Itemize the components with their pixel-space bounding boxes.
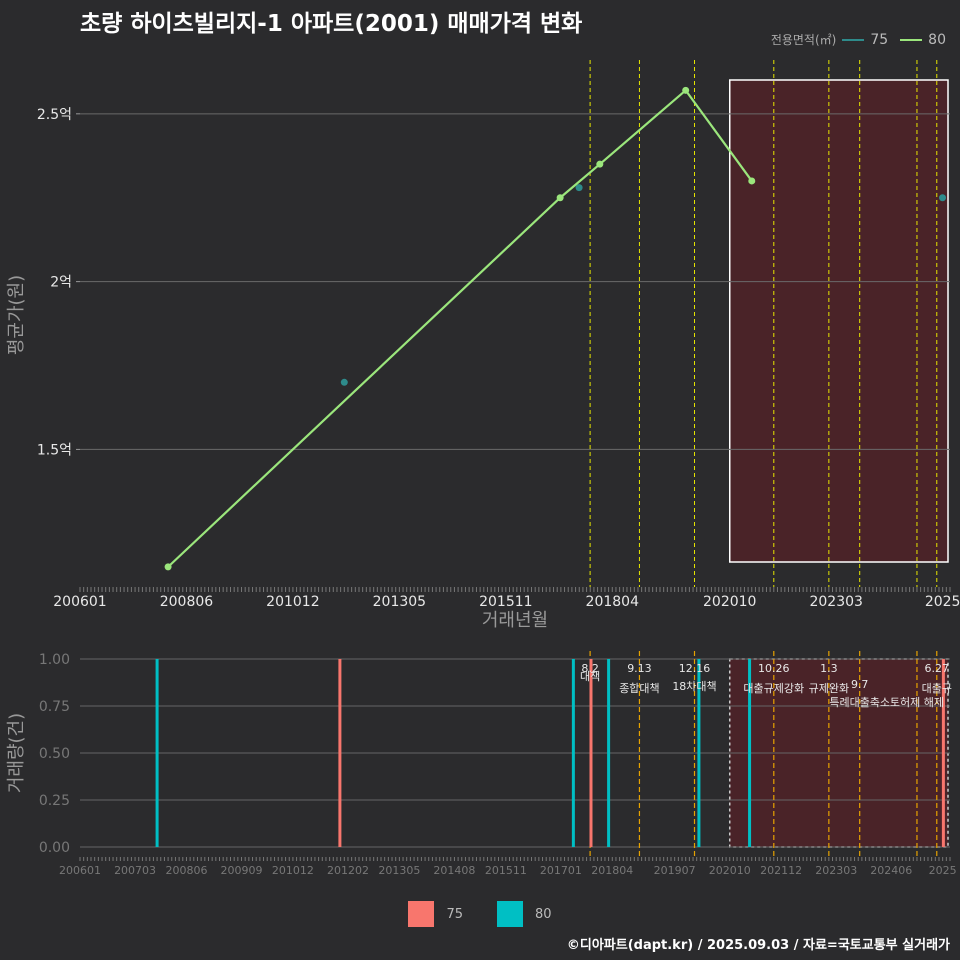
x-tick-label: 200601	[53, 594, 106, 610]
x-tick-label: 202010	[709, 864, 751, 877]
x-tick-label: 2025	[925, 594, 960, 610]
credit-text: ©디아파트(dapt.kr) / 2025.09.03 / 자료=국토교통부 실…	[566, 938, 950, 953]
x-tick-label: 200806	[165, 864, 207, 877]
x-tick-label: 201012	[272, 864, 314, 877]
x-tick-label: 201804	[591, 864, 633, 877]
data-point-80	[748, 177, 756, 185]
x-tick-label: 200703	[114, 864, 156, 877]
policy-label: 규제완화	[809, 682, 849, 695]
policy-date: 12.16	[679, 662, 711, 675]
x-tick-label: 201804	[586, 594, 640, 610]
y-tick-label: 2.5억	[37, 107, 72, 123]
policy-label: 종합대책	[619, 682, 659, 695]
x-tick-label: 201701	[540, 864, 582, 877]
policy-date: 8.2	[581, 662, 599, 675]
y-tick-label: 1.5억	[37, 442, 72, 458]
policy-label: 토허제 해제	[890, 695, 944, 709]
bar-80	[607, 659, 611, 847]
x-tick-label: 202406	[870, 864, 912, 877]
page-title: 초량 하이츠빌리지-1 아파트(2001) 매매가격 변화	[80, 11, 583, 37]
policy-date: 6.27	[925, 662, 950, 675]
legend-label-80: 80	[928, 31, 946, 48]
x-tick-label: 200806	[160, 594, 214, 610]
legend-label-75: 75	[870, 31, 889, 48]
bar-75	[589, 659, 593, 847]
bar-legend-swatch-75	[408, 901, 435, 927]
bar-legend-label-80: 80	[535, 906, 552, 922]
y-tick-label: 0.50	[39, 746, 70, 762]
x-tick-label: 201305	[373, 594, 426, 610]
x-tick-label: 202010	[703, 594, 756, 610]
x-axis-title: 거래년월	[482, 610, 548, 631]
bar-80	[697, 659, 701, 847]
x-tick-label: 2025	[929, 864, 957, 877]
y-axis-title: 거래량(건)	[6, 713, 27, 793]
data-point-80	[596, 160, 604, 168]
bar-legend-swatch-80	[497, 901, 523, 927]
x-tick-label: 201202	[327, 864, 369, 877]
series-line-80	[167, 88, 753, 568]
policy-date: 9.13	[627, 662, 652, 675]
y-axis-title: 평균가(원)	[6, 275, 27, 355]
data-point-80	[682, 86, 690, 94]
policy-label: 대출규	[922, 682, 952, 695]
y-tick-label: 1.00	[39, 652, 70, 668]
highlight-box	[728, 79, 949, 563]
line-legend: 전용면적(㎡) 75 80	[771, 31, 952, 48]
policy-date: 10.26	[758, 662, 790, 675]
x-tick-label: 202112	[760, 864, 802, 877]
data-point-75	[340, 378, 348, 386]
price-chart: 1.5억 2억 2.5억 200601 200806 201012 201305 201511…	[6, 60, 960, 631]
data-point-75	[575, 184, 583, 192]
data-point-80	[164, 563, 172, 571]
policy-date: 9.7	[851, 678, 869, 691]
data-point-75	[939, 194, 947, 202]
y-tick-label: 0.25	[39, 793, 70, 809]
bar-80	[748, 659, 752, 847]
legend-swatch-75	[842, 38, 865, 41]
policy-label: 대출규제강화	[743, 682, 804, 695]
x-tick-label: 201408	[433, 864, 475, 877]
policy-label: 특례대출축소	[829, 696, 890, 709]
x-tick-label: 202303	[809, 594, 862, 610]
x-tick-label: 201511	[479, 594, 532, 610]
x-tick-label: 200601	[59, 864, 101, 877]
x-tick-label: 201907	[654, 864, 696, 877]
y-tick-label: 2억	[50, 275, 72, 291]
y-tick-label: 0.75	[39, 699, 70, 715]
bar-75	[338, 659, 342, 847]
x-tick-label: 201511	[485, 864, 527, 877]
bar-legend-label-75: 75	[446, 906, 463, 922]
bar-80	[155, 659, 159, 847]
legend-swatch-80	[900, 38, 923, 41]
data-point-80	[556, 194, 564, 202]
bar-80	[571, 659, 575, 847]
volume-chart: 0.00 0.25 0.50 0.75 1.00 8.2대책 9.13 종합대책 12.16 18…	[6, 651, 957, 877]
x-tick-label: 200909	[221, 864, 263, 877]
legend-title: 전용면적(㎡)	[770, 33, 837, 47]
policy-label: 18차대책	[672, 680, 716, 693]
y-tick-label: 0.00	[39, 840, 70, 856]
x-tick-label: 201012	[266, 594, 319, 610]
policy-label: 대책	[580, 670, 600, 683]
bar-legend: 75 80	[0, 901, 960, 927]
x-tick-label: 201305	[378, 864, 420, 877]
policy-date: 1.3	[820, 662, 838, 675]
x-tick-label: 202303	[815, 864, 857, 877]
bar-75	[941, 659, 945, 847]
